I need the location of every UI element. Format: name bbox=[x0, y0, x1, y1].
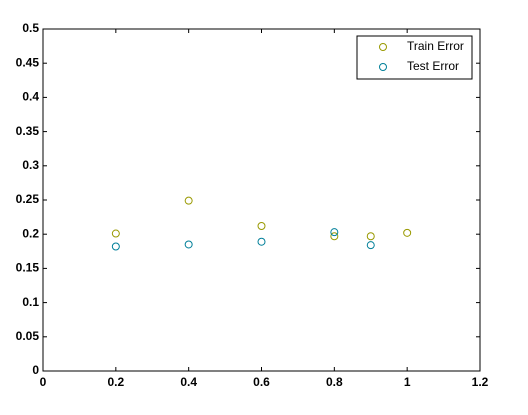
legend-label: Test Error bbox=[407, 59, 459, 73]
x-tick-label: 1 bbox=[404, 375, 411, 389]
legend-marker bbox=[379, 63, 387, 71]
y-tick-label: 0.4 bbox=[22, 90, 39, 104]
data-point bbox=[257, 237, 266, 246]
series-layer bbox=[111, 196, 412, 251]
y-axis: 0 0.05 0.1 0.15 0.2 0.25 0.3 0.35 0.4 0.45 0.5 bbox=[16, 21, 480, 377]
plot-frame bbox=[42, 28, 481, 372]
series-train-error bbox=[111, 196, 412, 241]
y-tick-label: 0.5 bbox=[22, 21, 39, 35]
data-point bbox=[366, 232, 375, 241]
legend-label: Train Error bbox=[407, 39, 464, 53]
x-axis: 0 0.2 0.4 0.6 0.8 1 1.2 bbox=[40, 29, 489, 389]
data-point bbox=[111, 242, 120, 251]
y-tick-label: 0.3 bbox=[22, 158, 39, 172]
y-tick-label: 0.15 bbox=[16, 261, 40, 275]
y-tick-label: 0 bbox=[32, 363, 39, 377]
y-tick-label: 0.35 bbox=[16, 124, 40, 138]
x-tick-label: 0.8 bbox=[326, 375, 343, 389]
y-tick-label: 0.1 bbox=[22, 295, 39, 309]
x-tick-label: 0 bbox=[40, 375, 47, 389]
data-point bbox=[330, 228, 339, 237]
x-tick-label: 0.6 bbox=[253, 375, 270, 389]
y-tick-label: 0.25 bbox=[16, 192, 40, 206]
x-tick-label: 0.2 bbox=[107, 375, 124, 389]
data-point bbox=[366, 241, 375, 250]
x-tick-label: 1.2 bbox=[472, 375, 489, 389]
legend-marker bbox=[379, 43, 387, 51]
plot-area bbox=[42, 28, 481, 372]
x-tick-label: 0.4 bbox=[180, 375, 197, 389]
data-point bbox=[111, 229, 120, 238]
data-point bbox=[184, 240, 193, 249]
data-point bbox=[257, 221, 266, 230]
legend: Train Error Test Error bbox=[356, 35, 473, 80]
data-point bbox=[403, 228, 412, 237]
data-point bbox=[330, 232, 339, 241]
y-tick-label: 0.2 bbox=[22, 226, 39, 240]
legend-box bbox=[356, 35, 473, 80]
series-test-error bbox=[111, 228, 375, 251]
y-tick-label: 0.05 bbox=[16, 329, 40, 343]
y-tick-label: 0.45 bbox=[16, 55, 40, 69]
data-point bbox=[184, 196, 193, 205]
